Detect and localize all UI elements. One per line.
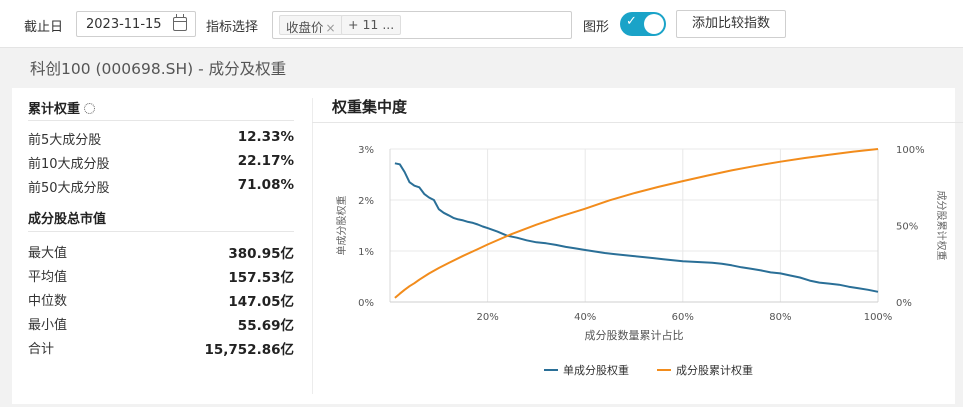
cumulative-weight-title-text: 累计权重 <box>28 102 81 117</box>
row-label: 最小值 <box>28 318 68 333</box>
divider <box>28 231 294 232</box>
close-icon[interactable]: × <box>325 21 336 35</box>
x-tick-label: 20% <box>476 312 498 323</box>
chart-title: 权重集中度 <box>332 98 408 116</box>
row-label: 前50大成分股 <box>28 181 110 196</box>
chart-panel: 权重集中度 0% 1% 2% 3% 0% 50% 100% 20% 40% 60% 80% 100% 单… <box>312 88 963 404</box>
y-right-tick-label: 100% <box>896 145 925 156</box>
x-tick-label: 40% <box>574 312 596 323</box>
row-value: 157.53亿 <box>228 270 294 286</box>
check-icon: ✓ <box>626 14 637 29</box>
cum-row-top10: 前10大成分股 22.17% <box>28 153 294 173</box>
divider <box>312 122 963 123</box>
y-left-tick-label: 1% <box>358 247 374 258</box>
y-left-tick-label: 2% <box>358 196 374 207</box>
row-value: 55.69亿 <box>237 318 294 334</box>
mv-row-mean: 平均值 157.53亿 <box>28 266 294 286</box>
indicator-label: 指标选择 <box>206 20 259 35</box>
mv-row-median: 中位数 147.05亿 <box>28 290 294 310</box>
date-value: 2023-11-15 <box>86 17 162 32</box>
y-left-axis-title: 单成分股权重 <box>335 196 348 256</box>
market-value-title: 成分股总市值 <box>28 212 107 227</box>
stats-panel: 累计权重 前5大成分股 12.33% 前10大成分股 22.17% 前50大成分股 7… <box>12 88 310 404</box>
date-picker[interactable]: 2023-11-15 <box>76 11 196 37</box>
y-right-tick-label: 0% <box>896 298 912 309</box>
row-value: 12.33% <box>237 129 294 145</box>
x-tick-label: 80% <box>769 312 791 323</box>
row-value: 147.05亿 <box>228 294 294 310</box>
toggle-knob <box>644 14 664 34</box>
content-panel: 累计权重 前5大成分股 12.33% 前10大成分股 22.17% 前50大成分股 7… <box>12 88 963 404</box>
cum-row-top5: 前5大成分股 12.33% <box>28 129 294 149</box>
gear-icon[interactable] <box>84 103 96 114</box>
mv-row-min: 最小值 55.69亿 <box>28 314 294 334</box>
x-tick-label: 60% <box>672 312 694 323</box>
y-right-axis-title: 成分股累计权重 <box>935 191 948 261</box>
indicator-select[interactable]: 收盘价 × + 11 ... <box>272 11 572 39</box>
divider <box>28 120 294 121</box>
mv-row-max: 最大值 380.95亿 <box>28 242 294 262</box>
vertical-divider <box>312 98 313 394</box>
row-value: 15,752.86亿 <box>204 342 294 358</box>
chart-toggle-label: 图形 <box>583 20 610 35</box>
calendar-icon[interactable] <box>173 14 187 31</box>
y-left-tick-label: 0% <box>358 298 374 309</box>
row-label: 合计 <box>28 342 55 357</box>
y-left-tick-label: 3% <box>358 145 374 156</box>
add-compare-index-button[interactable]: 添加比较指数 <box>676 10 786 38</box>
mv-row-total: 合计 15,752.86亿 <box>28 338 294 358</box>
page-title: 科创100 (000698.SH) - 成分及权重 <box>30 60 287 78</box>
toolbar: 截止日 2023-11-15 指标选择 收盘价 × + 11 ... 图形 ✓ 添… <box>0 0 963 48</box>
x-axis-title: 成分股数量累计占比 <box>585 328 684 342</box>
weight-concentration-chart: 0%1%2%3%0%50%100%20% 40% 60% 80% 100%单成分股权重成… <box>335 145 948 377</box>
row-label: 最大值 <box>28 246 68 261</box>
row-value: 380.95亿 <box>228 246 294 262</box>
row-label: 平均值 <box>28 270 68 285</box>
tag-label: 收盘价 <box>286 20 324 35</box>
y-right-tick-label: 50% <box>896 222 918 233</box>
single-weight-line <box>394 162 879 293</box>
date-label: 截止日 <box>24 20 64 35</box>
chart-toggle[interactable]: ✓ <box>620 12 666 36</box>
row-label: 前10大成分股 <box>28 157 110 172</box>
cumulative-weight-line <box>394 148 879 299</box>
row-value: 22.17% <box>237 153 294 169</box>
row-label: 中位数 <box>28 294 68 309</box>
x-tick-label: 100% <box>864 312 893 323</box>
row-label: 前5大成分股 <box>28 133 102 148</box>
legend-label: 成分股累计权重 <box>676 363 753 377</box>
tag-more[interactable]: + 11 ... <box>341 15 402 35</box>
tag-close-price[interactable]: 收盘价 × <box>279 15 343 35</box>
cumulative-weight-title: 累计权重 <box>28 98 96 117</box>
legend-label: 单成分股权重 <box>563 363 629 377</box>
row-value: 71.08% <box>237 177 294 193</box>
cum-row-top50: 前50大成分股 71.08% <box>28 177 294 197</box>
